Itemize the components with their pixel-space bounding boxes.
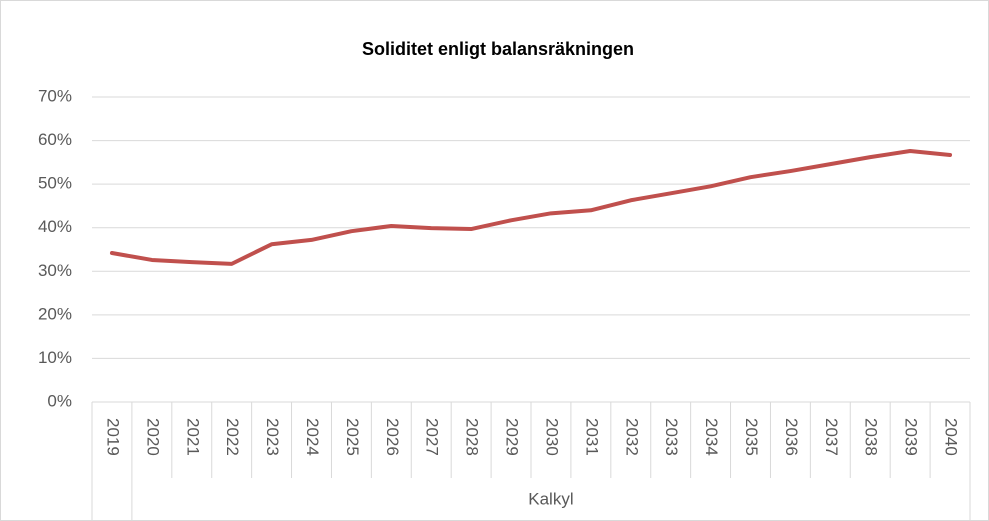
x-tick-label: 2031: [582, 418, 601, 456]
chart-title: Soliditet enligt balansräkningen: [362, 39, 634, 59]
x-tick-label: 2036: [782, 418, 801, 456]
y-tick-label: 60%: [38, 130, 72, 149]
y-tick-label: 20%: [38, 304, 72, 323]
x-tick-label: 2038: [862, 418, 881, 456]
x-tick-label: 2035: [742, 418, 761, 456]
x-tick-label: 2034: [702, 418, 721, 456]
x-tick-label: 2021: [183, 418, 202, 456]
x-tick-label: 2029: [503, 418, 522, 456]
x-tick-label: 2039: [902, 418, 921, 456]
x-tick-label: 2022: [223, 418, 242, 456]
data-line: [109, 149, 953, 266]
x-tick-label: 2024: [303, 418, 322, 456]
x-tick-label: 2020: [143, 418, 162, 456]
x-tick-label: 2030: [542, 418, 561, 456]
y-tick-label: 40%: [38, 217, 72, 236]
x-tick-label: 2033: [662, 418, 681, 456]
group-label: Kalkyl: [528, 489, 573, 508]
x-tick-label: 2027: [423, 418, 442, 456]
x-tick-label: 2028: [463, 418, 482, 456]
y-tick-label: 30%: [38, 261, 72, 280]
x-tick-label: 2026: [383, 418, 402, 456]
y-tick-label: 50%: [38, 174, 72, 193]
y-tick-label: 0%: [47, 391, 72, 410]
x-tick-label: 2040: [942, 418, 961, 456]
x-tick-label: 2037: [822, 418, 841, 456]
x-tick-label: 2023: [263, 418, 282, 456]
x-tick-label: 2019: [103, 418, 122, 456]
x-tick-label: 2025: [343, 418, 362, 456]
y-tick-label: 70%: [38, 86, 72, 105]
y-tick-label: 10%: [38, 348, 72, 367]
x-tick-label: 2032: [622, 418, 641, 456]
